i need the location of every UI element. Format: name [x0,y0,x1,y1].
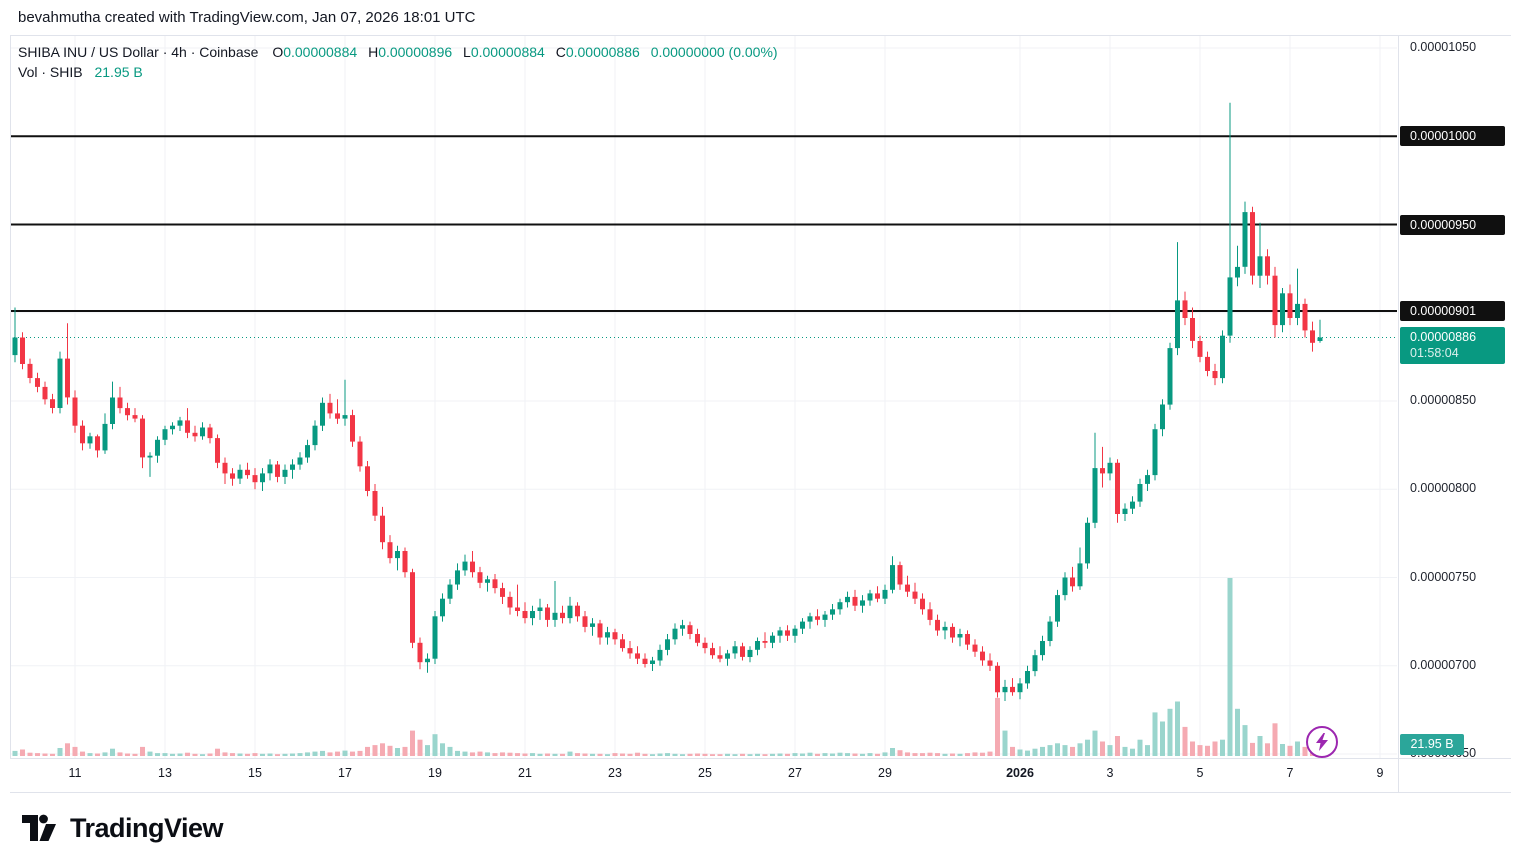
legend-open-value: 0.00000884 [283,44,358,60]
legend-high-value: 0.00000896 [378,44,453,60]
last-price-value: 0.00000886 [1410,330,1477,344]
time-axis[interactable]: 11 13 15 17 19 21 23 25 27 29 2026 3 5 7 9 [0,758,1521,792]
price-tick-label: 0.00001050 [1410,40,1477,54]
legend-open-label: O [272,44,284,60]
legend-symbol-title: SHIBA INU / US Dollar · 4h · Coinbase [18,44,259,60]
price-tick-label: 0.00000750 [1410,570,1477,584]
legend-change-value: 0.00000000 (0.00%) [650,44,778,60]
countdown-timer: 01:58:04 [1410,346,1459,360]
legend-volume-label: Vol · SHIB [18,64,83,80]
lightning-icon [1316,733,1328,751]
time-tick-label: 25 [698,766,712,780]
time-tick-label: 17 [338,766,352,780]
time-tick-label: 7 [1286,766,1294,780]
time-tick-label: 21 [518,766,532,780]
time-tick-label: 9 [1376,766,1384,780]
legend-low-label: L [463,44,471,60]
hline-layer[interactable] [10,135,1397,312]
hline-price-label: 0.00000950 [1400,215,1505,235]
time-tick-label: 5 [1196,766,1204,780]
time-tick-label: 27 [788,766,802,780]
time-tick-label: 11 [68,766,82,780]
symbol-legend: SHIBA INU / US Dollar · 4h · Coinbase O0… [18,44,778,80]
pane-borders [10,35,1511,793]
hline-price-label: 0.00000901 [1400,301,1505,321]
legend-volume-value: 21.95 B [94,64,143,80]
tradingview-logo-text: TradingView [70,812,224,843]
tradingview-logo[interactable]: TradingView [20,810,224,846]
legend-high-label: H [368,44,379,60]
boost-button[interactable] [1306,726,1338,758]
legend-low-value: 0.00000884 [470,44,545,60]
hline-price-label: 0.00001000 [1400,126,1505,146]
price-tick-label: 0.00000850 [1410,393,1477,407]
price-tick-label: 0.00000800 [1410,481,1477,495]
legend-symbol-row: SHIBA INU / US Dollar · 4h · Coinbase O0… [18,44,778,60]
price-tick-label: 0.00000700 [1410,658,1477,672]
time-tick-label: 23 [608,766,622,780]
volume-axis-label: 21.95 B [1400,734,1464,755]
last-price-label: 0.00000886 01:58:04 [1400,327,1505,364]
grid-layer [10,35,1397,758]
legend-close-label: C [555,44,566,60]
time-tick-label: 15 [248,766,262,780]
price-axis[interactable]: 0.00001050 0.00000850 0.00000800 0.00000750… [1398,35,1521,785]
legend-volume-row: Vol · SHIB 21.95 B [18,64,778,80]
time-tick-label: 3 [1106,766,1114,780]
attribution-text: bevahmutha created with TradingView.com,… [18,9,476,26]
time-tick-label: 19 [428,766,442,780]
time-tick-label: 29 [878,766,892,780]
time-tick-label: 13 [158,766,172,780]
volume-layer [12,578,1323,756]
legend-close-value: 0.00000886 [565,44,640,60]
tradingview-logo-icon [22,814,56,841]
candles-layer [12,102,1323,701]
time-tick-label: 2026 [1006,766,1034,780]
